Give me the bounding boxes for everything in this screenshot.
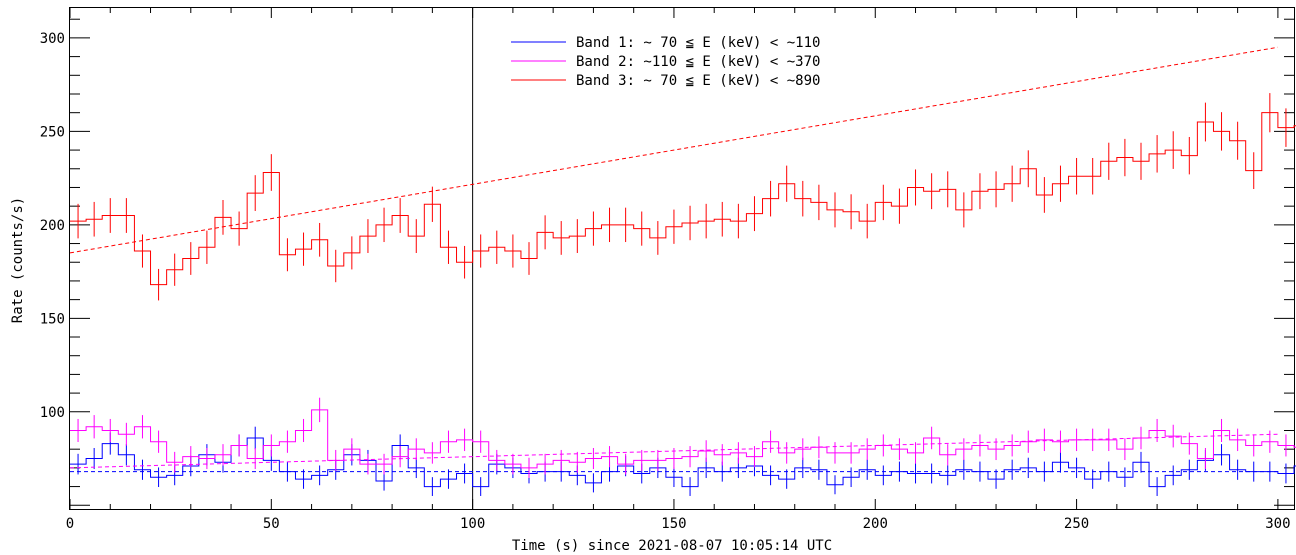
y-tick-label: 200 (40, 218, 65, 234)
y-tick-label: 300 (40, 31, 65, 47)
legend-label: Band 1: ~ 70 ≦ E (keV) < ~110 (576, 35, 820, 51)
y-axis-label: Rate (counts/s) (10, 197, 26, 323)
x-tick-label: 300 (1265, 516, 1290, 532)
series-2-steps (70, 409, 1296, 469)
y-axis-ticks: 100 150 200 250 300 (40, 18, 1294, 506)
legend-label: Band 3: ~ 70 ≦ E (keV) < ~890 (576, 73, 820, 89)
legend-label: Band 2: ~110 ≦ E (keV) < ~370 (576, 54, 820, 70)
series-layer (69, 46, 1296, 496)
series-2 (69, 397, 1296, 479)
legend: Band 1: ~ 70 ≦ E (keV) < ~110 Band 2: ~11… (511, 35, 820, 89)
y-tick-label: 100 (40, 405, 65, 421)
series-2-trend-line (69, 433, 1278, 469)
y-tick-label: 250 (40, 124, 65, 140)
x-tick-label: 150 (661, 516, 686, 532)
x-tick-label: 100 (460, 516, 485, 532)
series-3-trend-line (69, 46, 1278, 254)
x-tick-label: 200 (863, 516, 888, 532)
series-1 (70, 426, 1296, 496)
series-3 (69, 46, 1296, 301)
plot-frame (69, 7, 1295, 510)
x-axis-label: Time (s) since 2021-08-07 10:05:14 UTC (512, 538, 832, 554)
x-tick-label: 50 (263, 516, 280, 532)
series-1-steps (70, 437, 1296, 488)
y-tick-label: 150 (40, 311, 65, 327)
x-tick-label: 250 (1064, 516, 1089, 532)
x-tick-label: 0 (66, 516, 74, 532)
